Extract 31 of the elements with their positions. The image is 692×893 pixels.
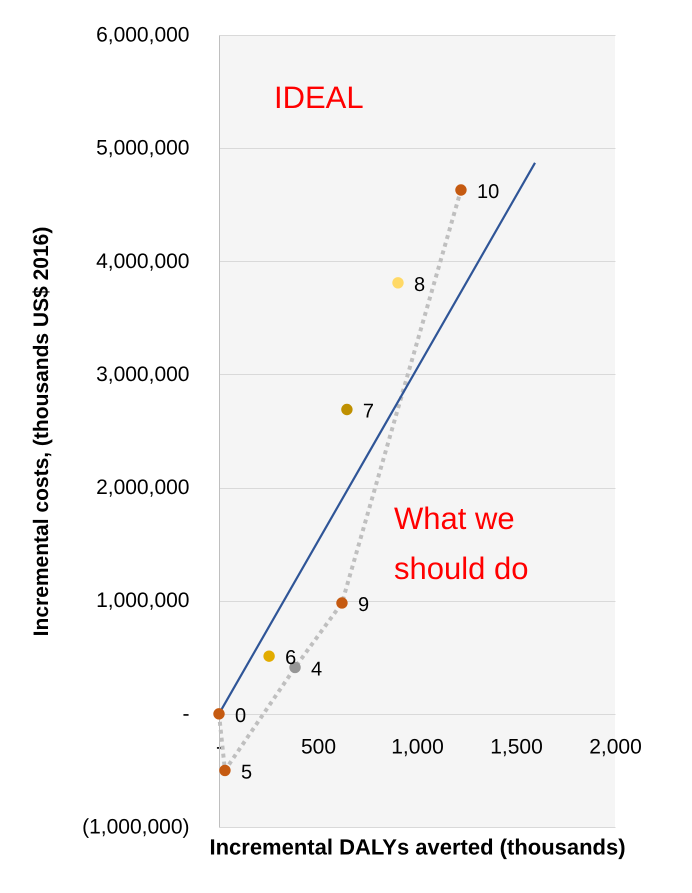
- y-tick-label: 4,000,000: [96, 250, 190, 273]
- point: [455, 184, 467, 196]
- point: [219, 764, 231, 776]
- x-tick-label: 500: [300, 735, 336, 758]
- y-axis-title: Incremental costs, (thousands US$ 2016): [30, 226, 54, 636]
- point: [392, 277, 404, 288]
- x-axis-title: Incremental DALYs averted (thousands): [209, 834, 626, 860]
- series-label: 6: [285, 647, 296, 670]
- x-tick-label: 2,000: [589, 735, 642, 758]
- annotation: IDEAL: [274, 80, 364, 115]
- series-label: 5: [240, 761, 252, 784]
- series-label: 0: [235, 704, 246, 727]
- y-tick-label: 3,000,000: [96, 362, 190, 386]
- point: [336, 597, 348, 609]
- series-label: 9: [358, 594, 370, 616]
- y-tick-label: 5,000,000: [96, 136, 190, 160]
- y-tick-label: 1,000,000: [96, 589, 190, 612]
- y-tick-label: -: [182, 702, 190, 726]
- x-tick-label: 1,500: [490, 735, 543, 758]
- x-tick-label: 1,000: [391, 735, 444, 758]
- point: [263, 650, 275, 662]
- series-label: 4: [311, 658, 322, 680]
- series-label: 7: [362, 400, 374, 423]
- point: [213, 708, 225, 720]
- annotation: What we should do: [394, 501, 528, 586]
- y-tick-label: (1,000,000): [82, 816, 190, 838]
- y-tick-label: 6,000,000: [96, 24, 190, 46]
- series-label: 10: [476, 181, 500, 204]
- series-label: 8: [414, 274, 426, 296]
- y-tick-label: 2,000,000: [96, 476, 190, 500]
- point: [341, 404, 353, 416]
